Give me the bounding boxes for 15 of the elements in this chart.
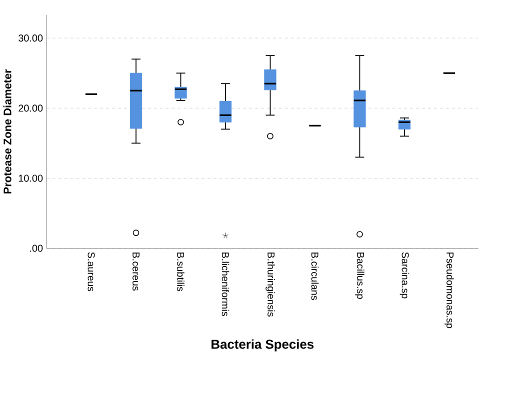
x-tick-label: S.aureus (88, 252, 95, 292)
y-tick-label: 30.00 (18, 34, 43, 42)
x-tick-label: B.cereus (132, 252, 140, 291)
x-tick-label: Bacillus.sp (355, 252, 364, 299)
x-tick-label: B.circulans (311, 252, 319, 300)
x-axis-title: Bacteria Species (212, 339, 314, 352)
x-tick-label: B.thuringiensis (266, 252, 275, 317)
y-tick-label: .00 (30, 244, 43, 252)
x-tick-label: B.licheniformis (222, 252, 230, 316)
x-tick-label: B.subtilis (177, 252, 184, 292)
y-tick-label: 10.00 (18, 174, 43, 182)
x-tick-label: Pseudomonas.sp (444, 252, 454, 328)
y-tick-label: 20.00 (18, 104, 43, 112)
x-tick-label: Sarcina.sp (400, 252, 410, 298)
y-axis-title: Protease Zone Diameter (3, 69, 12, 194)
